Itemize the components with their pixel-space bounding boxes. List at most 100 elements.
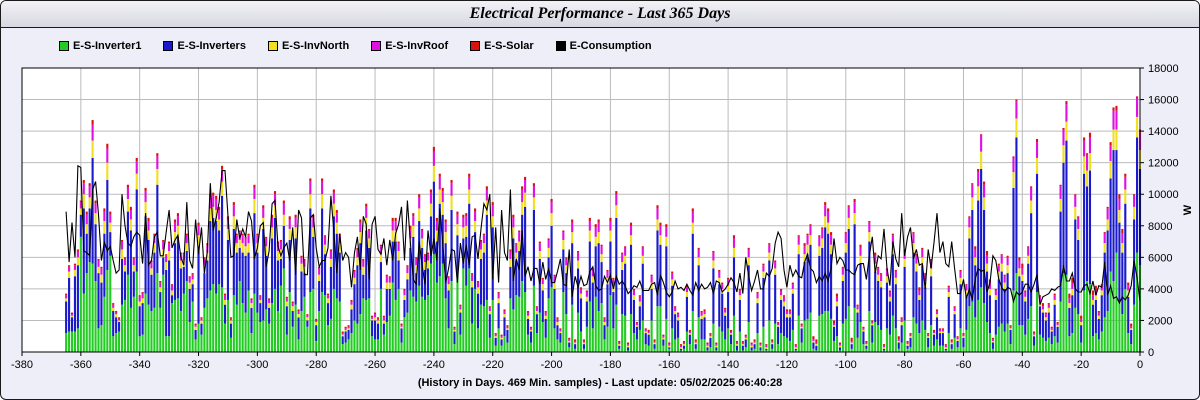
bar-segment (203, 307, 206, 352)
bar-segment (1024, 296, 1027, 302)
bar-segment (147, 217, 150, 222)
bar-segment (679, 344, 683, 346)
bar-segment (147, 230, 150, 240)
bar-segment (750, 350, 753, 352)
bar-segment (494, 345, 497, 352)
bar-segment (403, 317, 406, 352)
bar-segment (632, 295, 636, 300)
bar-segment (65, 298, 68, 302)
bar-segment (724, 339, 727, 352)
bar-segment (173, 232, 177, 244)
bar-segment (229, 317, 232, 319)
bar-segment (791, 329, 794, 352)
bar-segment (232, 228, 235, 296)
bar-segment (718, 326, 721, 352)
bar-segment (70, 315, 74, 318)
bar-segment (747, 247, 750, 250)
bar-segment (323, 295, 327, 352)
bar-segment (906, 348, 909, 352)
bar-segment (1112, 281, 1115, 352)
bar-segment (1059, 198, 1062, 212)
bar-segment (250, 303, 253, 308)
bar-segment (450, 210, 453, 281)
bar-segment (450, 180, 453, 184)
bar-segment (232, 295, 235, 352)
bar-segment (1059, 301, 1062, 352)
bar-segment (656, 208, 659, 220)
bar-segment (844, 232, 847, 234)
bar-segment (471, 274, 474, 281)
bar-segment (468, 173, 471, 177)
bar-segment (1062, 273, 1065, 352)
bar-segment (1091, 295, 1094, 300)
bar-segment (1047, 312, 1050, 338)
bar-segment (709, 333, 712, 335)
bar-segment (818, 246, 821, 256)
bar-segment (456, 277, 459, 352)
bar-segment (1053, 293, 1056, 296)
bar-segment (691, 310, 694, 352)
bar-segment (356, 323, 359, 352)
bar-segment (1018, 325, 1021, 352)
bar-segment (500, 345, 503, 352)
bar-segment (706, 347, 709, 351)
bar-segment (1083, 140, 1086, 157)
bar-segment (132, 258, 135, 266)
bar-segment (956, 339, 959, 341)
bar-segment (844, 233, 847, 244)
bar-segment (915, 323, 918, 352)
bar-segment (365, 206, 368, 218)
bar-segment (1047, 337, 1050, 352)
bar-segment (468, 189, 471, 204)
bar-segment (959, 271, 962, 278)
bar-segment (782, 296, 786, 302)
bar-segment (170, 303, 174, 352)
bar-segment (621, 269, 624, 315)
bar-segment (691, 233, 694, 311)
bar-segment (88, 208, 91, 263)
bar-segment (368, 230, 371, 239)
bar-segment (1121, 243, 1124, 253)
bar-segment (120, 304, 124, 352)
y-tick-label: 12000 (1148, 158, 1179, 170)
bar-segment (491, 205, 494, 217)
bar-segment (70, 317, 74, 332)
bar-segment (268, 299, 271, 304)
bar-segment (462, 214, 465, 218)
bar-segment (1074, 219, 1077, 308)
bar-segment (618, 342, 621, 345)
bar-segment (847, 205, 850, 207)
bar-segment (512, 214, 515, 218)
bar-segment (1003, 282, 1006, 289)
bar-segment (209, 197, 212, 209)
bar-segment (150, 310, 153, 352)
bar-segment (194, 326, 197, 330)
bar-segment (453, 329, 456, 332)
bar-segment (106, 148, 109, 163)
bar-segment (1027, 255, 1030, 264)
bar-segment (830, 235, 833, 245)
bar-segment (332, 216, 335, 289)
bar-segment (426, 295, 430, 352)
bar-segment (1071, 333, 1074, 352)
bar-segment (79, 236, 82, 352)
bar-segment (162, 241, 165, 250)
bar-segment (1044, 317, 1047, 321)
bar-segment (332, 288, 335, 352)
bar-segment (444, 222, 447, 233)
bar-segment (706, 344, 709, 346)
bar-segment (271, 227, 274, 239)
bar-segment (1097, 310, 1100, 313)
bar-segment (406, 265, 409, 267)
bar-segment (753, 348, 756, 352)
bar-segment (621, 252, 624, 255)
bar-segment (644, 333, 647, 345)
bar-segment (1033, 336, 1036, 346)
bar-segment (479, 258, 483, 305)
bar-segment (209, 221, 212, 291)
bar-segment (1115, 129, 1118, 151)
bar-segment (435, 241, 438, 283)
bar-segment (359, 243, 362, 315)
bar-segment (712, 252, 715, 261)
bar-segment (827, 211, 830, 223)
